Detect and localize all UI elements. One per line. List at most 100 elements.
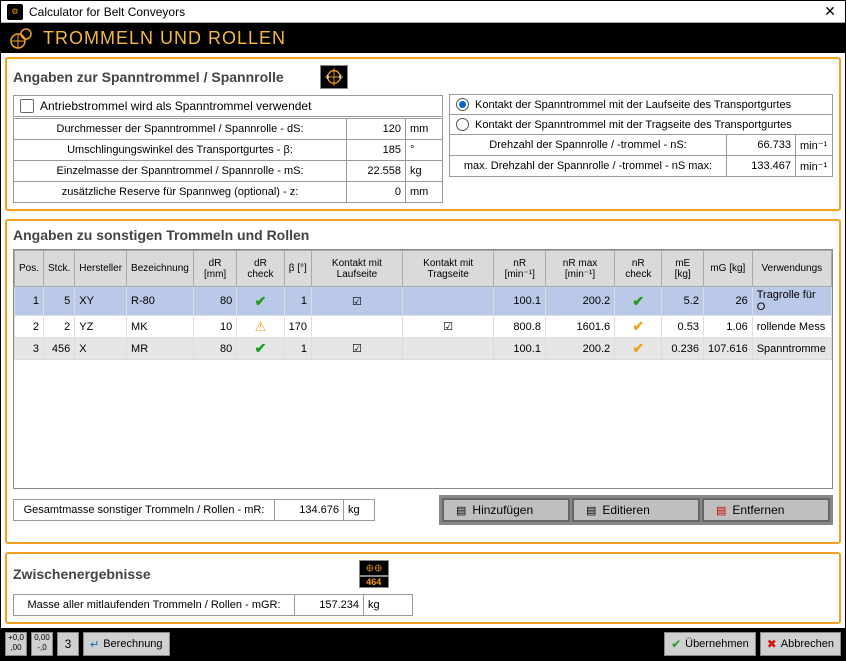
table-cell: 170 (284, 316, 311, 338)
field-mR-value: 134.676 (274, 500, 344, 520)
col-header[interactable]: dR check (237, 251, 284, 287)
badge-464: 464 (359, 576, 389, 588)
uebernehmen-label: Übernehmen (685, 638, 749, 650)
add-button-label: Hinzufügen (472, 503, 533, 517)
table-cell: 0.53 (662, 316, 704, 338)
add-icon: ▤ (456, 504, 466, 517)
radio-tragseite-input[interactable] (456, 118, 469, 131)
check-icon: ✔ (632, 293, 644, 309)
antriebstrommel-checkbox-row[interactable]: Antriebstrommel wird als Spanntrommel ve… (13, 95, 443, 117)
edit-icon: ▤ (586, 504, 596, 517)
table-row[interactable]: 22YZMK10⚠170☑800.81601.6✔0.531.06rollend… (15, 316, 832, 338)
field-beta: Umschlingungswinkel des Transportgurtes … (13, 139, 443, 161)
table-cell (311, 316, 402, 338)
col-header[interactable]: Kontakt mit Tragseite (402, 251, 494, 287)
col-header[interactable]: nR [min⁻¹] (494, 251, 545, 287)
section-sonstige-title: Angaben zu sonstigen Trommeln und Rollen (13, 227, 309, 243)
rollen-table-wrap: Pos.Stck.HerstellerBezeichnungdR [mm]dR … (13, 249, 833, 489)
field-mGR-unit: kg (364, 599, 394, 611)
check-icon: ✔ (632, 318, 644, 334)
field-dS-value[interactable]: 120 (346, 119, 406, 139)
col-header[interactable]: nR check (615, 251, 662, 287)
table-cell: 80 (193, 338, 236, 360)
section-sonstige: Angaben zu sonstigen Trommeln und Rollen… (5, 219, 841, 544)
section-spannrolle: Angaben zur Spanntrommel / Spannrolle An… (5, 57, 841, 211)
table-cell: 5 (44, 287, 75, 316)
field-mS-value[interactable]: 22.558 (346, 161, 406, 181)
berechnung-button[interactable]: ↵ Berechnung (83, 632, 170, 656)
field-nS-label: Drehzahl der Spannrolle / -trommel - nS: (450, 139, 726, 151)
table-cell: R-80 (127, 287, 194, 316)
footer: +0,0,00 0,00-,0 3 ↵ Berechnung ✔ Überneh… (1, 628, 845, 660)
table-cell: ✔ (615, 287, 662, 316)
table-cell: 1 (284, 338, 311, 360)
field-beta-label: Umschlingungswinkel des Transportgurtes … (14, 144, 346, 156)
window-title: Calculator for Belt Conveyors (29, 5, 821, 19)
table-cell: 100.1 (494, 287, 545, 316)
table-cell: XY (75, 287, 127, 316)
field-mS-unit: kg (406, 165, 442, 177)
table-cell: 200.2 (545, 338, 614, 360)
table-row[interactable]: 3456XMR80✔1☑100.1200.2✔0.236107.616Spann… (15, 338, 832, 360)
table-cell: YZ (75, 316, 127, 338)
col-header[interactable]: Verwendungs (752, 251, 831, 287)
col-header[interactable]: nR max [min⁻¹] (545, 251, 614, 287)
field-z-value[interactable]: 0 (346, 182, 406, 202)
table-cell: 1 (15, 287, 44, 316)
app-window: ⚙ Calculator for Belt Conveyors ✕ TROMME… (0, 0, 846, 661)
field-dS-label: Durchmesser der Spanntrommel / Spannroll… (14, 123, 346, 135)
col-header[interactable]: Stck. (44, 251, 75, 287)
col-header[interactable]: Kontakt mit Laufseite (311, 251, 402, 287)
table-cell: 800.8 (494, 316, 545, 338)
edit-button[interactable]: ▤ Editieren (572, 498, 700, 522)
table-cell: 100.1 (494, 338, 545, 360)
check-icon: ✔ (632, 340, 644, 356)
berechnung-label: Berechnung (103, 638, 162, 650)
table-cell: ☑ (402, 316, 494, 338)
rollen-table[interactable]: Pos.Stck.HerstellerBezeichnungdR [mm]dR … (14, 250, 832, 360)
table-cell: 26 (703, 287, 752, 316)
field-z: zusätzliche Reserve für Spannweg (option… (13, 181, 443, 203)
col-header[interactable]: mE [kg] (662, 251, 704, 287)
add-button[interactable]: ▤ Hinzufügen (442, 498, 570, 522)
precision-inc-button[interactable]: +0,0,00 (5, 632, 27, 656)
precision-dec-button[interactable]: 0,00-,0 (31, 632, 53, 656)
close-button[interactable]: ✕ (821, 3, 839, 21)
uebernehmen-button[interactable]: ✔ Übernehmen (664, 632, 756, 656)
table-cell: 107.616 (703, 338, 752, 360)
table-cell: 1.06 (703, 316, 752, 338)
precision-value[interactable]: 3 (57, 632, 79, 656)
radio-tragseite[interactable]: Kontakt der Spanntrommel mit der Tragsei… (449, 114, 833, 135)
crosshair-icon[interactable] (320, 65, 348, 89)
col-header[interactable]: dR [mm] (193, 251, 236, 287)
field-mS: Einzelmasse der Spanntrommel / Spannroll… (13, 160, 443, 182)
radio-laufseite[interactable]: Kontakt der Spanntrommel mit der Laufsei… (449, 94, 833, 115)
table-cell: 1 (284, 287, 311, 316)
table-cell: MK (127, 316, 194, 338)
table-cell: 456 (44, 338, 75, 360)
remove-button[interactable]: ▤ Entfernen (702, 498, 830, 522)
check-icon: ✔ (255, 340, 267, 356)
abbrechen-button[interactable]: ✖ Abbrechen (760, 632, 841, 656)
crosshair-icon-small[interactable] (359, 560, 389, 576)
col-header[interactable]: Bezeichnung (127, 251, 194, 287)
radio-tragseite-label: Kontakt der Spanntrommel mit der Tragsei… (475, 119, 792, 131)
col-header[interactable]: mG [kg] (703, 251, 752, 287)
calc-icon: ↵ (90, 638, 99, 651)
field-nS-unit: min⁻¹ (796, 139, 832, 152)
radio-laufseite-input[interactable] (456, 98, 469, 111)
field-beta-value[interactable]: 185 (346, 140, 406, 160)
table-cell: 5.2 (662, 287, 704, 316)
col-header[interactable]: Hersteller (75, 251, 127, 287)
page-header-text: TROMMELN UND ROLLEN (43, 28, 286, 49)
table-cell: ✔ (615, 338, 662, 360)
section-zwischen-title: Zwischenergebnisse (13, 566, 151, 582)
col-header[interactable]: β [°] (284, 251, 311, 287)
antriebstrommel-checkbox[interactable] (20, 99, 34, 113)
field-z-unit: mm (406, 186, 442, 198)
col-header[interactable]: Pos. (15, 251, 44, 287)
field-nS-value: 66.733 (726, 135, 796, 155)
table-cell: rollende Mess (752, 316, 831, 338)
field-nSmax-label: max. Drehzahl der Spannrolle / -trommel … (450, 160, 726, 172)
table-row[interactable]: 15XYR-8080✔1☑100.1200.2✔5.226Tragrolle f… (15, 287, 832, 316)
